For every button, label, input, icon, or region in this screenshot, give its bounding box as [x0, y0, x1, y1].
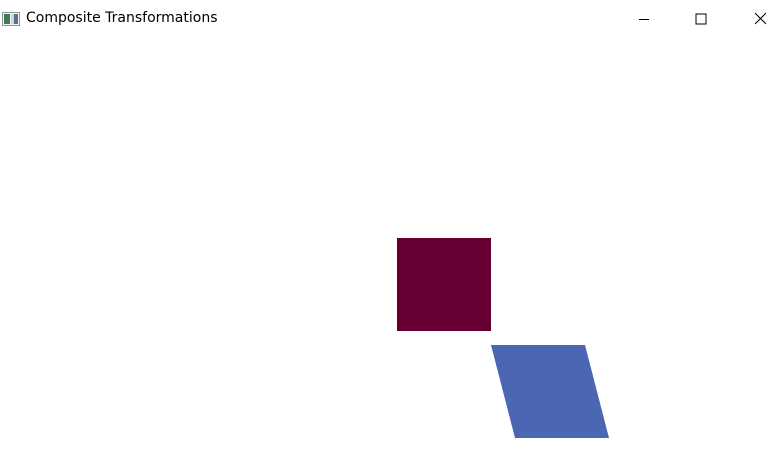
drawing-canvas [0, 37, 777, 469]
window-title: Composite Transformations [26, 10, 218, 26]
close-button[interactable] [737, 0, 777, 37]
minimize-icon [639, 18, 649, 20]
maximize-icon [695, 13, 707, 24]
title-bar[interactable]: Composite Transformations [0, 0, 777, 37]
original-square [397, 238, 491, 331]
canvas-svg [397, 238, 609, 438]
transformed-parallelogram [491, 345, 609, 438]
close-icon [754, 12, 766, 25]
app-window-icon[interactable] [2, 11, 20, 26]
minimize-button[interactable] [621, 0, 667, 37]
maximize-button[interactable] [678, 0, 724, 37]
